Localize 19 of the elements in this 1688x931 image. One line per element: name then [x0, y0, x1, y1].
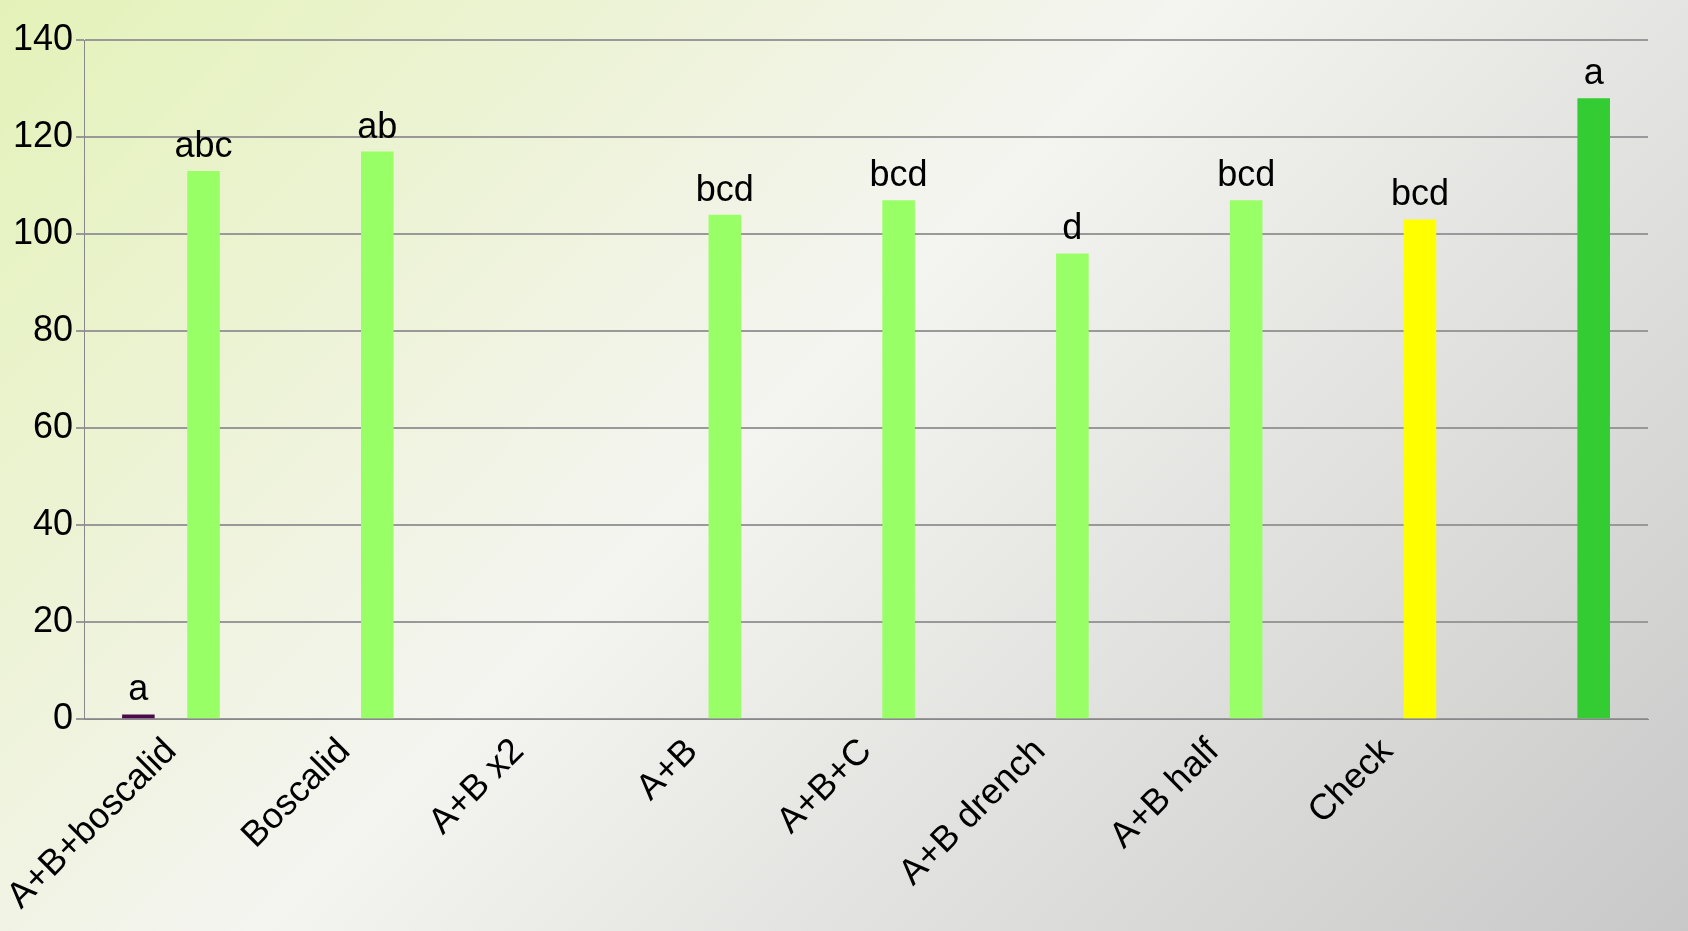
data-label: bcd: [695, 167, 754, 209]
y-tick-label: 40: [33, 502, 74, 544]
data-label: a: [128, 667, 150, 709]
x-tick-label: A+B half: [1100, 728, 1227, 856]
data-label: abc: [174, 123, 233, 165]
data-label: ab: [357, 104, 398, 146]
y-tick-label: 60: [33, 405, 74, 447]
data-label: bcd: [1217, 153, 1276, 195]
y-tick-label: 140: [12, 16, 74, 58]
x-tick-label: A+B x2: [419, 729, 532, 842]
data-label: a: [1583, 51, 1605, 93]
data-label: d: [1062, 206, 1083, 248]
y-tick-label: 100: [12, 211, 74, 253]
y-tick-label: 20: [33, 599, 74, 641]
data-label: bcd: [1390, 172, 1449, 214]
y-tick-label: 120: [12, 113, 74, 155]
data-label: bcd: [869, 153, 928, 195]
y-tick-label: 0: [53, 696, 74, 738]
y-tick-label: 80: [33, 308, 74, 350]
